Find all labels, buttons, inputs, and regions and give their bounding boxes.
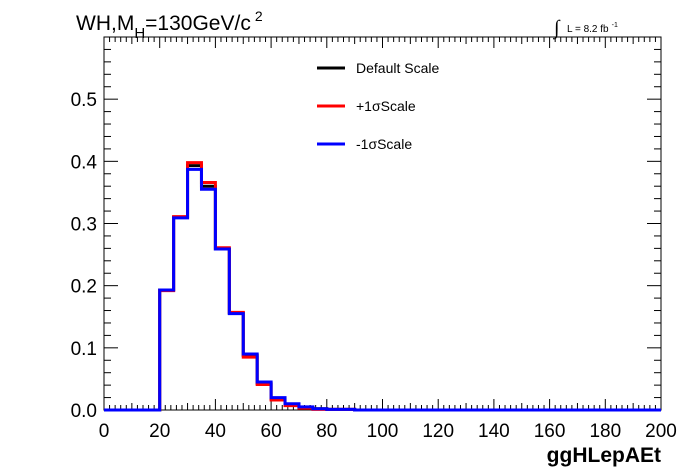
title-rest: =130GeV/c xyxy=(145,12,251,35)
chart-title: WH,MH=130GeV/c 2 xyxy=(76,8,263,42)
x-axis-label: ggHLepAEt xyxy=(547,444,661,467)
title-superscript: 2 xyxy=(255,8,263,24)
y-tick-label: 0.2 xyxy=(71,277,97,298)
y-tick-label: 0.0 xyxy=(71,401,97,422)
plot-frame xyxy=(103,36,662,411)
axis-ticks: 0 20 40 60 80 100 120 140 160 180 200 0.0 0.1 0.2 0.3 0… xyxy=(71,36,677,442)
x-tick-label: 20 xyxy=(149,421,170,442)
x-tick-label: 140 xyxy=(478,421,510,442)
x-tick-label: 120 xyxy=(422,421,454,442)
y-tick-label: 0.5 xyxy=(71,90,97,111)
title-subscript: H xyxy=(134,25,145,42)
x-tick-label: 40 xyxy=(205,421,226,442)
y-tick-label: 0.4 xyxy=(71,152,98,173)
series-line-3 xyxy=(104,167,661,412)
x-tick-label: 160 xyxy=(534,421,566,442)
lumi-integral-symbol: ∫ xyxy=(552,17,561,40)
x-tick-label: 200 xyxy=(645,421,677,442)
x-tick-label: 180 xyxy=(589,421,621,442)
x-tick-label: 0 xyxy=(99,421,110,442)
series-lines xyxy=(104,161,661,412)
lumi-label: L = 8.2 fb -1 xyxy=(567,22,618,35)
x-tick-label: 100 xyxy=(367,421,399,442)
y-tick-label: 0.3 xyxy=(71,215,97,236)
title-main: WH,M xyxy=(76,12,134,35)
y-tick-label: 0.1 xyxy=(71,339,97,360)
x-tick-label: 60 xyxy=(261,421,282,442)
legend: Default Scale +1σScale -1σScale xyxy=(317,60,439,152)
legend-label: Default Scale xyxy=(356,60,439,76)
legend-label: -1σScale xyxy=(356,136,412,152)
lumi-text: L = 8.2 fb xyxy=(567,24,609,35)
lumi-superscript: -1 xyxy=(612,22,618,29)
x-tick-label: 80 xyxy=(316,421,337,442)
legend-label: +1σScale xyxy=(356,98,416,114)
